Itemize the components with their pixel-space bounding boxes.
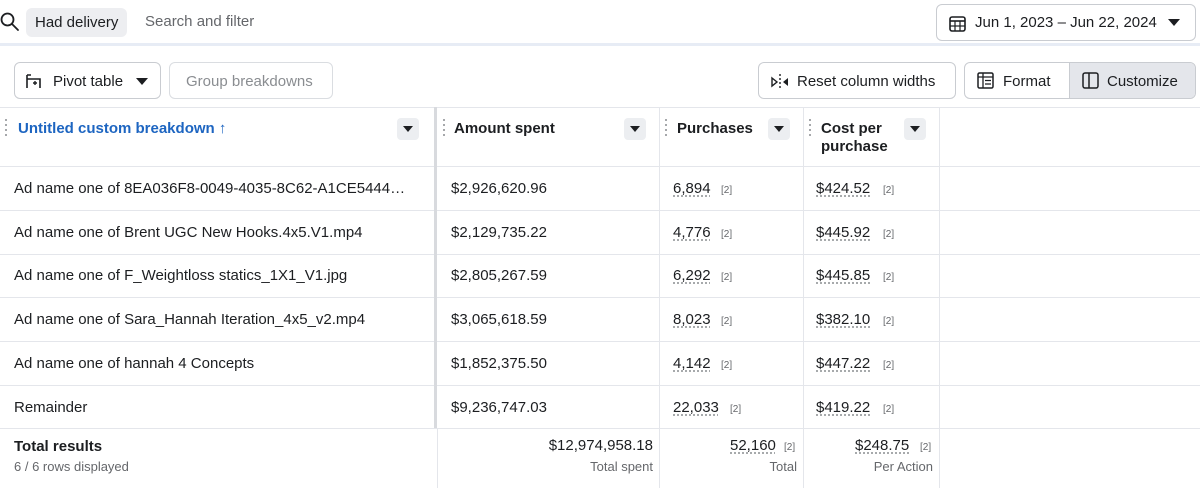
column-menu-button[interactable]	[624, 118, 646, 140]
customize-label: Customize	[1107, 73, 1178, 90]
row-amount-spent: $3,065,618.59	[451, 311, 547, 328]
column-resize-handle[interactable]	[434, 107, 437, 428]
column-menu-button[interactable]	[904, 118, 926, 140]
row-cpp-ref: [2]	[883, 360, 895, 371]
pivot-table-button[interactable]: Pivot table	[14, 62, 161, 99]
rows-displayed-count: 6 / 6 rows displayed	[14, 459, 129, 474]
divider	[0, 341, 1200, 342]
row-purchases[interactable]: 8,023	[673, 311, 711, 328]
date-range-label: Jun 1, 2023 – Jun 22, 2024	[975, 14, 1157, 31]
chevron-down-icon	[136, 78, 148, 85]
column-drag-handle[interactable]	[5, 119, 8, 139]
row-cost-per-purchase[interactable]: $445.92	[816, 224, 871, 241]
divider	[0, 297, 1200, 298]
row-purchases[interactable]: 4,142	[673, 355, 711, 372]
row-name: Ad name one of 8EA036F8-0049-4035-8C62-A…	[14, 180, 406, 197]
row-purchases-ref: [2]	[721, 272, 733, 283]
row-purchases-ref: [2]	[721, 316, 733, 327]
filter-bar: Had delivery Search and filter Jun 1, 20…	[0, 0, 1200, 46]
total-purchases[interactable]: 52,160	[730, 437, 776, 454]
row-purchases[interactable]: 6,894	[673, 180, 711, 197]
total-cost-per-purchase[interactable]: $248.75	[855, 437, 910, 454]
format-icon	[977, 72, 994, 89]
divider	[0, 107, 1200, 108]
total-results-title: Total results	[14, 438, 103, 455]
column-menu-button[interactable]	[768, 118, 790, 140]
column-drag-handle[interactable]	[665, 119, 668, 139]
divider	[803, 107, 804, 488]
row-name: Remainder	[14, 399, 88, 416]
row-cost-per-purchase[interactable]: $445.85	[816, 267, 871, 284]
total-amount-spent: $12,974,958.18	[548, 437, 653, 454]
column-menu-button[interactable]	[397, 118, 419, 140]
calendar-icon	[949, 16, 966, 32]
row-name: Ad name one of hannah 4 Concepts	[14, 355, 255, 372]
divider	[939, 107, 940, 488]
divider	[0, 166, 1200, 167]
chevron-down-icon	[1168, 19, 1180, 26]
total-purchases-label: Total	[769, 459, 797, 474]
column-header-amount-spent[interactable]: Amount spent	[454, 120, 555, 137]
column-drag-handle[interactable]	[443, 119, 446, 139]
divider	[0, 385, 1200, 386]
column-header-line: Cost per	[821, 120, 882, 137]
row-cost-per-purchase[interactable]: $382.10	[816, 311, 871, 328]
column-drag-handle[interactable]	[809, 119, 812, 139]
row-cost-per-purchase[interactable]: $447.22	[816, 355, 871, 372]
total-cpp-ref: [2]	[920, 442, 932, 453]
group-breakdowns-button[interactable]: Group breakdowns	[169, 62, 333, 99]
total-purchases-ref: [2]	[784, 442, 796, 453]
divider	[0, 210, 1200, 211]
row-amount-spent: $9,236,747.03	[451, 399, 547, 416]
row-purchases[interactable]: 6,292	[673, 267, 711, 284]
row-amount-spent: $2,805,267.59	[451, 267, 547, 284]
row-purchases-ref: [2]	[721, 229, 733, 240]
column-width-icon	[771, 74, 788, 90]
row-amount-spent: $2,926,620.96	[451, 180, 547, 197]
column-header-purchases[interactable]: Purchases	[677, 120, 753, 137]
divider	[659, 107, 660, 488]
format-label: Format	[1003, 73, 1051, 90]
filter-chip-had-delivery[interactable]: Had delivery	[26, 8, 128, 37]
row-purchases-ref: [2]	[721, 185, 733, 196]
row-cost-per-purchase[interactable]: $424.52	[816, 180, 871, 197]
row-amount-spent: $1,852,375.50	[451, 355, 547, 372]
view-toggle: Format Customize	[964, 62, 1196, 99]
group-breakdowns-label: Group breakdowns	[186, 73, 313, 90]
row-cpp-ref: [2]	[883, 316, 895, 327]
divider	[0, 428, 1200, 429]
date-range-picker[interactable]: Jun 1, 2023 – Jun 22, 2024	[936, 4, 1196, 41]
search-input[interactable]: Search and filter	[145, 13, 255, 30]
column-header-cost-per-purchase[interactable]: Cost per purchase	[821, 120, 888, 156]
row-purchases-ref: [2]	[721, 360, 733, 371]
row-amount-spent: $2,129,735.22	[451, 224, 547, 241]
reset-column-widths-button[interactable]: Reset column widths	[758, 62, 956, 99]
row-name: Ad name one of Sara_Hannah Iteration_4x5…	[14, 311, 366, 328]
column-header-line: purchase	[821, 138, 888, 155]
pivot-table-label: Pivot table	[53, 73, 124, 90]
row-name: Ad name one of F_Weightloss statics_1X1_…	[14, 267, 348, 284]
row-cpp-ref: [2]	[883, 404, 895, 415]
column-header-breakdown[interactable]: Untitled custom breakdown ↑	[18, 120, 227, 137]
row-cpp-ref: [2]	[883, 185, 895, 196]
reset-column-widths-label: Reset column widths	[797, 73, 936, 90]
pivot-table: Untitled custom breakdown ↑ Amount spent…	[0, 107, 1200, 488]
search-icon[interactable]	[0, 12, 20, 32]
total-cpp-label: Per Action	[873, 459, 933, 474]
row-cpp-ref: [2]	[883, 229, 895, 240]
total-amount-label: Total spent	[590, 459, 653, 474]
pivot-table-icon	[26, 74, 41, 88]
columns-icon	[1082, 72, 1099, 89]
row-purchases-ref: [2]	[730, 404, 742, 415]
customize-button[interactable]: Customize	[1069, 63, 1195, 98]
row-purchases[interactable]: 22,033	[673, 399, 719, 416]
format-button[interactable]: Format	[965, 63, 1069, 98]
row-purchases[interactable]: 4,776	[673, 224, 711, 241]
row-cost-per-purchase[interactable]: $419.22	[816, 399, 871, 416]
divider	[437, 428, 438, 488]
row-cpp-ref: [2]	[883, 272, 895, 283]
divider	[0, 254, 1200, 255]
row-name: Ad name one of Brent UGC New Hooks.4x5.V…	[14, 224, 363, 241]
